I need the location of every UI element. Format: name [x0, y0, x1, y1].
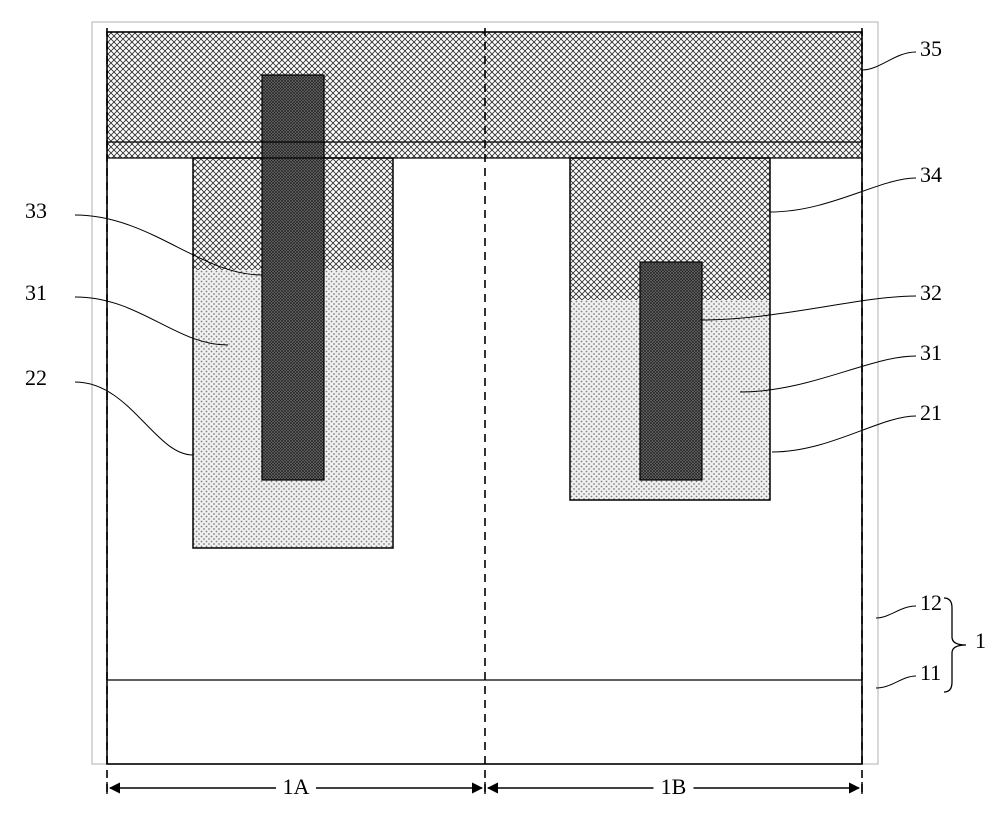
- dim-label-1A: 1A: [283, 774, 310, 799]
- label-12: 12: [920, 590, 942, 615]
- label-21: 21: [920, 400, 942, 425]
- dim-label-1B: 1B: [661, 774, 687, 799]
- leader-34: [770, 178, 916, 212]
- poly-33: [262, 75, 324, 480]
- label-31r: 31: [920, 340, 942, 365]
- label-31: 31: [25, 280, 47, 305]
- label-34: 34: [920, 162, 942, 187]
- leader-11: [876, 676, 916, 688]
- leader-35: [862, 52, 916, 70]
- label-22: 22: [25, 365, 47, 390]
- leader-21: [772, 416, 916, 452]
- label-33: 33: [25, 198, 47, 223]
- brace-1: [944, 598, 966, 692]
- leader-22: [75, 382, 193, 455]
- label-32: 32: [920, 280, 942, 305]
- label-35: 35: [920, 36, 942, 61]
- label-11: 11: [920, 660, 941, 685]
- poly-32: [640, 262, 702, 480]
- leader-12: [876, 606, 916, 618]
- label-group-1: 1: [975, 628, 986, 653]
